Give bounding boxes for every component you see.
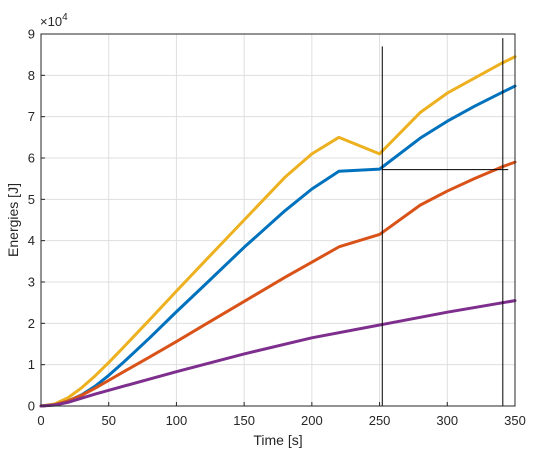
y-tick-label-9: 9 — [28, 27, 35, 42]
series-line-3 — [39, 299, 517, 408]
y-tick-label-6: 6 — [28, 151, 35, 166]
y-tick-label-8: 8 — [28, 68, 35, 83]
y-tick-label-1: 1 — [28, 357, 35, 372]
series-layer — [39, 55, 517, 408]
annotation-layer — [381, 38, 509, 406]
y-multiplier-base: ×10 — [40, 14, 62, 29]
x-tick-label-0: 0 — [37, 413, 44, 428]
x-tick-label-1: 50 — [101, 413, 115, 428]
y-multiplier-exponent: 4 — [62, 12, 68, 23]
plot-box — [40, 33, 516, 407]
x-axis-label: Time [s] — [253, 432, 302, 448]
y-tick-label-7: 7 — [28, 109, 35, 124]
x-tick-label-5: 250 — [369, 413, 391, 428]
y-tick-label-3: 3 — [28, 275, 35, 290]
y-tick-label-4: 4 — [28, 233, 35, 248]
plot-background — [41, 34, 515, 406]
x-tick-label-4: 200 — [301, 413, 323, 428]
y-ticks: 0 1 2 3 4 5 6 7 8 9 — [28, 27, 45, 414]
x-ticks: 0 50 100 150 200 250 300 350 — [37, 402, 526, 428]
x-tick-label-3: 150 — [233, 413, 255, 428]
y-tick-label-5: 5 — [28, 192, 35, 207]
series-line-0 — [39, 55, 517, 408]
y-multiplier: ×104 — [40, 12, 68, 29]
x-tick-label-7: 350 — [504, 413, 526, 428]
x-tick-label-6: 300 — [436, 413, 458, 428]
y-axis-label: Energies [J] — [5, 183, 21, 257]
series-line-2 — [39, 160, 517, 408]
y-tick-label-2: 2 — [28, 316, 35, 331]
x-tick-label-2: 100 — [166, 413, 188, 428]
y-tick-label-0: 0 — [28, 399, 35, 414]
